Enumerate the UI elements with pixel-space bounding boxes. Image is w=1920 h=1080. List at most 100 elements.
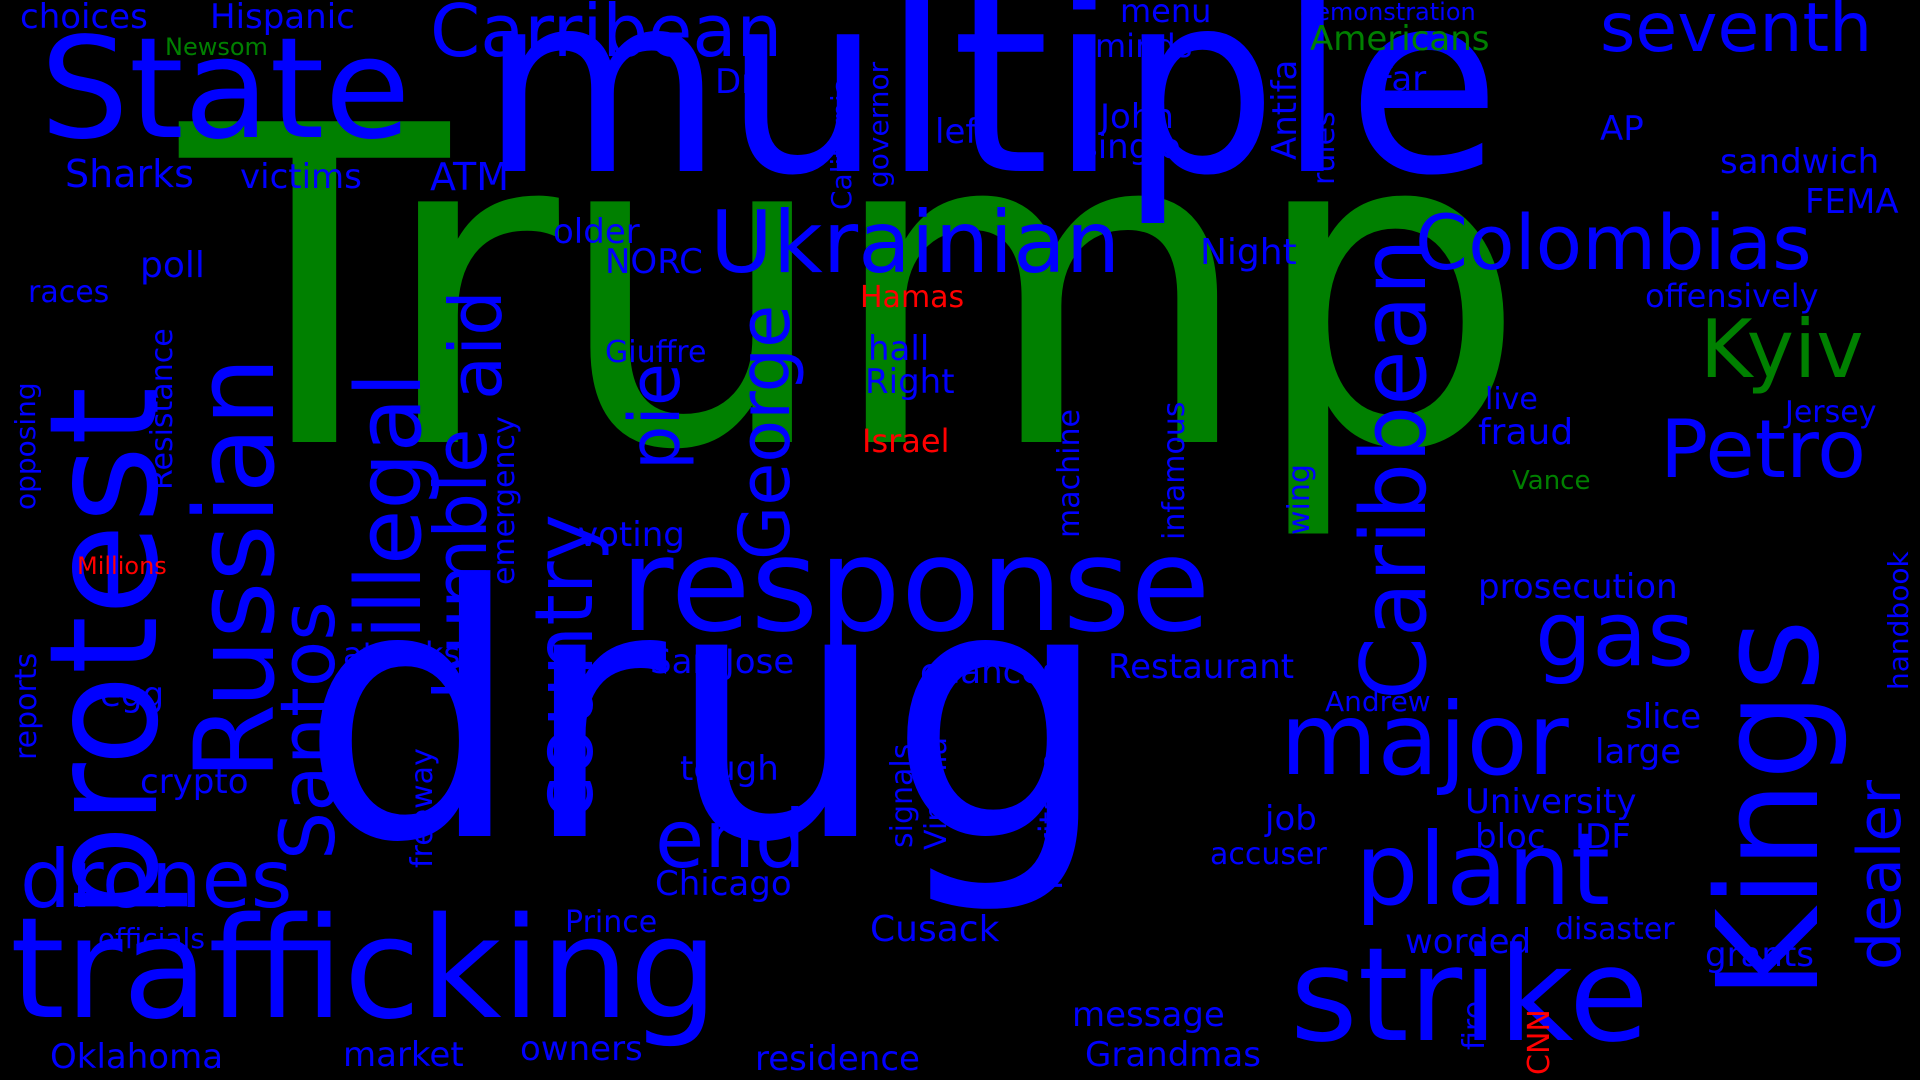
word-americans: Americans: [1310, 19, 1490, 59]
word-fire: fire: [1457, 1000, 1492, 1050]
word-petro: Petro: [1660, 403, 1867, 496]
word-freeway: freeway: [405, 748, 440, 868]
word-minds: minds: [1095, 27, 1193, 65]
word-cusack: Cusack: [870, 909, 1000, 950]
word-gas: gas: [1535, 582, 1695, 687]
word-single: single: [1080, 127, 1181, 167]
word-giuffre: Giuffre: [605, 335, 707, 370]
word-restaurant: Restaurant: [1108, 647, 1295, 687]
word-newsom: Newsom: [165, 33, 268, 61]
word-demonstration: demonstration: [1300, 0, 1476, 26]
word-rules: rules: [1307, 111, 1342, 185]
word-fema: FEMA: [1805, 182, 1899, 222]
word-prosecution: prosecution: [1478, 567, 1678, 607]
word-hall: hall: [868, 329, 930, 369]
word-resistance: Resistance: [145, 328, 180, 490]
word-andrew: Andrew: [1325, 685, 1431, 718]
word-attacks: attacks: [343, 635, 461, 673]
word-market: market: [343, 1035, 464, 1075]
word-atm: ATM: [430, 155, 510, 199]
word-carribean: Carribean: [430, 0, 783, 73]
word-emergency: emergency: [487, 416, 522, 585]
word-kyiv: Kyiv: [1700, 303, 1864, 396]
word-poll: poll: [140, 245, 205, 286]
word-ukrainian: Ukrainian: [710, 193, 1121, 293]
word-night: Night: [1200, 232, 1297, 273]
word-officials: officials: [98, 922, 205, 955]
word-university: University: [1465, 782, 1637, 822]
word-choices: choices: [20, 0, 148, 37]
word-sandwich: sandwich: [1720, 142, 1880, 182]
word-machine: machine: [1052, 409, 1087, 538]
word-older: older: [553, 212, 640, 252]
word-idf: IDF: [1575, 817, 1631, 857]
word-crypto: crypto: [140, 762, 249, 802]
word-millions: Millions: [77, 552, 167, 580]
word-egg: egg: [100, 675, 165, 715]
word-live: live: [1485, 382, 1538, 417]
word-offensively: offensively: [1645, 277, 1819, 315]
word-norc: NORC: [605, 242, 703, 282]
word-left: left: [935, 112, 991, 152]
word-worded: worded: [1405, 922, 1532, 962]
word-hispanic: Hispanic: [210, 0, 355, 37]
word-seventh: seventh: [1600, 0, 1873, 68]
word-chicago: Chicago: [655, 864, 792, 904]
word-santos: Santos: [263, 601, 352, 860]
word-plant: plant: [1355, 811, 1611, 928]
word-grandmas: Grandmas: [1085, 1035, 1261, 1075]
word-john: John: [1100, 97, 1174, 137]
word-reports: reports: [9, 652, 44, 760]
word-chances: chances: [920, 652, 1060, 692]
word-jersey: Jersey: [1785, 395, 1877, 430]
word-voting: voting: [578, 515, 685, 555]
word-antifa: Antifa: [1265, 59, 1305, 160]
word-trafficking: trafficking: [10, 888, 719, 1051]
word-far: Far: [1375, 59, 1427, 99]
word-infamous: infamous: [1157, 401, 1192, 540]
word-prince: Prince: [565, 905, 658, 940]
word-right: Right: [865, 362, 955, 402]
word-grants: grants: [1705, 935, 1814, 975]
word-fraud: fraud: [1478, 412, 1574, 453]
word-hamas: Hamas: [860, 280, 965, 315]
word-governor: governor: [862, 61, 895, 188]
word-san-jose: San Jose: [650, 642, 795, 682]
word-accuser: accuser: [1210, 837, 1327, 872]
word-aid: aid: [434, 290, 518, 400]
word-dr: Dr: [715, 62, 756, 102]
word-opposing: opposing: [9, 382, 42, 510]
word-george: George: [724, 304, 806, 560]
word-ap: AP: [1600, 109, 1644, 149]
word-state: State: [40, 8, 411, 171]
word-bloc: bloc: [1475, 817, 1546, 857]
word-heritage: Heritage: [1032, 752, 1070, 890]
word-large: large: [1595, 732, 1682, 772]
word-trump: Trump: [180, 34, 1528, 546]
word-dealer: dealer: [1845, 779, 1915, 970]
word-multiple: multiple: [480, 0, 1501, 230]
word-job: job: [1265, 799, 1317, 839]
word-strike: strike: [1290, 919, 1649, 1071]
word-tough: tough: [680, 749, 779, 789]
word-major: major: [1280, 681, 1569, 798]
word-drones: drones: [20, 833, 293, 926]
word-races: races: [28, 275, 110, 310]
word-victims: victims: [240, 157, 362, 197]
word-wing: wing: [1282, 464, 1317, 535]
word-signals: signals: [885, 743, 920, 848]
word-menu: menu: [1120, 0, 1212, 30]
word-response: response: [620, 509, 1211, 661]
word-handbook: handbook: [1882, 551, 1915, 690]
word-virginia: Virginia: [919, 736, 954, 850]
word-vance: Vance: [1512, 466, 1591, 496]
word-residence: residence: [755, 1039, 920, 1079]
word-oklahoma: Oklahoma: [50, 1037, 224, 1077]
word-israel: Israel: [862, 422, 950, 460]
word-colombias: Colombias: [1415, 198, 1812, 287]
word-drug: drug: [300, 511, 1111, 919]
word-pie: pie: [614, 363, 696, 470]
word-slice: slice: [1625, 697, 1702, 737]
word-caribbean: Caribbean: [1342, 238, 1447, 700]
